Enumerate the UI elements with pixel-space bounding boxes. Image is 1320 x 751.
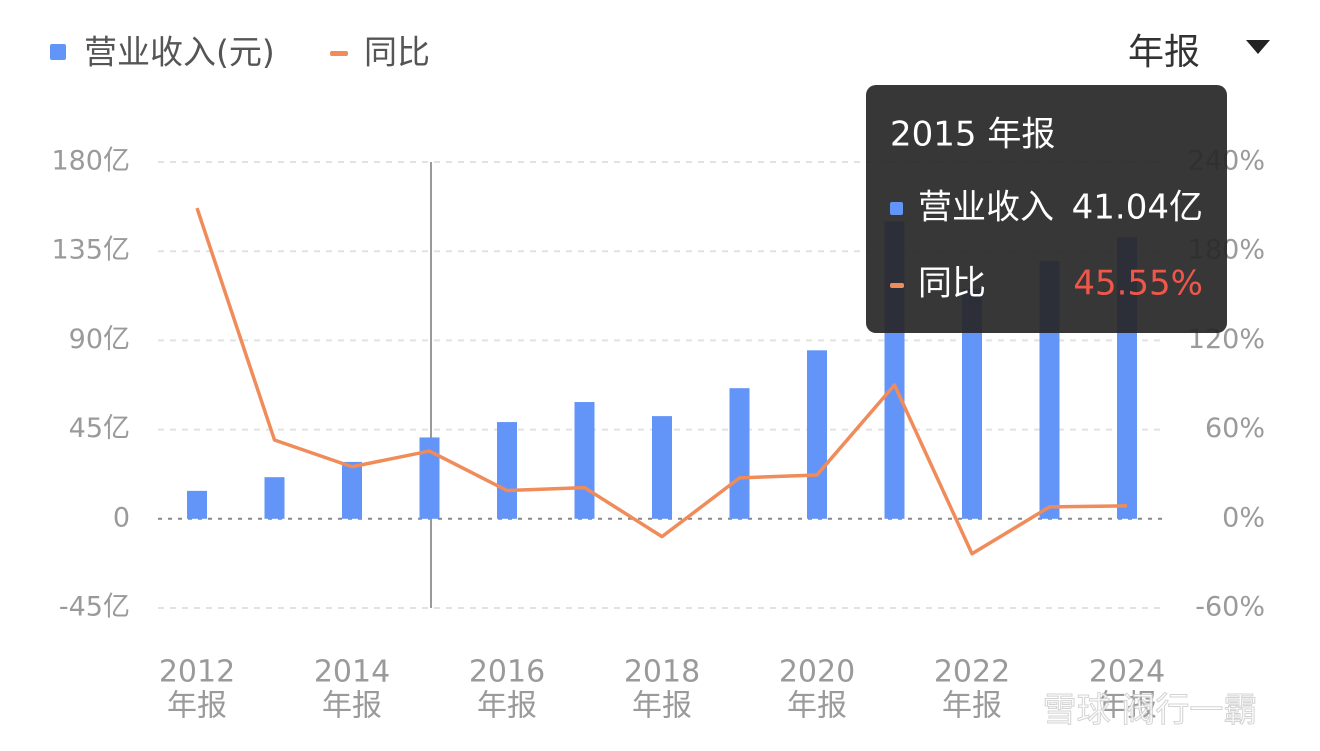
bar — [574, 402, 595, 519]
x-tick-label: 2018 — [624, 655, 700, 690]
bar — [342, 461, 362, 519]
y-tick-label: -45亿 — [59, 592, 130, 623]
period-selector-label[interactable]: 年报 — [1128, 32, 1200, 73]
y-tick-label: 135亿 — [51, 235, 130, 266]
x-tick-label: 2022 — [934, 655, 1010, 690]
x-tick-label: 2012 — [159, 655, 235, 690]
legend-label: 同比 — [364, 33, 430, 72]
plot-area: -45亿045亿90亿135亿180亿-60%0%60%120%180%240%… — [51, 146, 1265, 724]
legend-label: 营业收入(元) — [84, 33, 275, 72]
y2-tick-label: -60% — [1195, 592, 1265, 623]
y-tick-label: 0 — [113, 502, 130, 533]
x-tick-label: 2016 — [469, 655, 545, 690]
line — [195, 207, 1128, 556]
tooltip: 2015 年报 营业收入 41.04亿 同比 45.55% — [866, 85, 1227, 333]
y-tick-label: 45亿 — [69, 413, 130, 444]
y-tick-label: 90亿 — [69, 324, 130, 355]
tooltip-item-value: 41.04亿 — [1072, 188, 1203, 228]
tooltip-item-name: 营业收入 — [918, 188, 1054, 228]
y-tick-label: 180亿 — [51, 146, 130, 177]
legend-swatch — [330, 51, 348, 56]
bar — [264, 477, 285, 519]
y2-tick-label: 0% — [1222, 502, 1265, 533]
tooltip-swatch — [890, 202, 903, 215]
tooltip-box — [866, 85, 1227, 333]
x-tick-label: 年报 — [942, 689, 1002, 724]
x-tick-label: 年报 — [322, 689, 382, 724]
x-tick-label: 年报 — [632, 689, 692, 724]
bar — [187, 490, 207, 519]
tooltip-item-name: 同比 — [918, 264, 986, 304]
bar — [652, 416, 672, 519]
tooltip-item-value: 45.55% — [1073, 264, 1203, 304]
period-selector[interactable]: 年报 — [1128, 32, 1270, 73]
tooltip-swatch — [890, 283, 904, 288]
x-tick-label: 2014 — [314, 655, 390, 690]
bar — [962, 288, 982, 519]
x-tick-label: 年报 — [167, 689, 227, 724]
y2-tick-label: 60% — [1205, 413, 1265, 444]
bar — [807, 350, 827, 519]
x-tick-label: 年报 — [477, 689, 537, 724]
legend: 营业收入(元) 同比 — [50, 33, 430, 72]
tooltip-title: 2015 年报 — [890, 115, 1055, 155]
x-tick-label: 2020 — [779, 655, 855, 690]
bar — [497, 422, 517, 519]
dropdown-arrow[interactable] — [1246, 40, 1270, 54]
x-tick-label: 2024 — [1089, 655, 1165, 690]
watermark: 雪球 阀行一霸 — [1043, 691, 1258, 731]
bar — [729, 388, 750, 519]
bar — [419, 437, 440, 519]
x-tick-label: 年报 — [787, 689, 847, 724]
legend-swatch — [50, 44, 66, 60]
x-tick-label: 年报 — [1097, 689, 1157, 724]
